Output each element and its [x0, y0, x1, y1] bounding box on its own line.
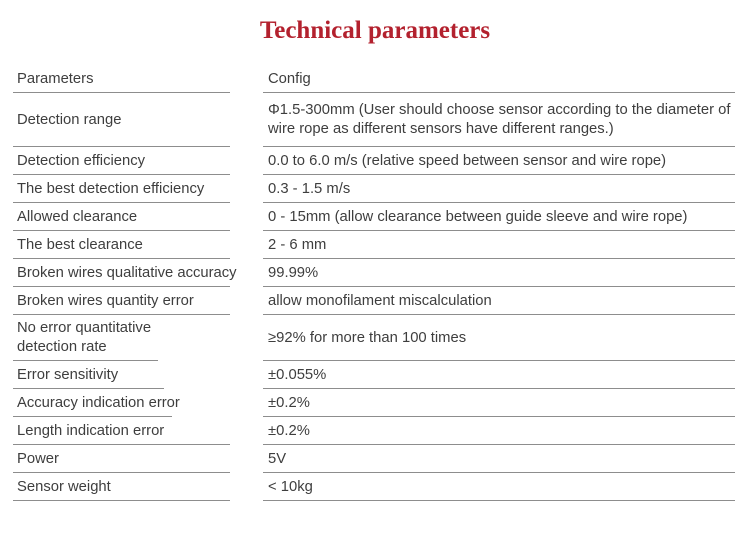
parameter-cell: The best detection efficiency [13, 175, 263, 203]
config-cell: allow monofilament miscalculation [263, 287, 735, 315]
table-row: Detection range Φ1.5-300mm (User should … [13, 93, 735, 147]
config-cell: 99.99% [263, 259, 735, 287]
table-row: Broken wires qualitative accuracy 99.99% [13, 259, 735, 287]
page-title: Technical parameters [259, 17, 491, 44]
parameter-label: Error sensitivity [17, 366, 119, 383]
config-value: allow monofilament miscalculation [268, 292, 492, 309]
table-row: Accuracy indication error ±0.2% [13, 389, 735, 417]
table-row: Detection efficiency 0.0 to 6.0 m/s (rel… [13, 147, 735, 175]
config-cell: ±0.2% [263, 417, 735, 445]
config-cell: ±0.055% [263, 361, 735, 389]
parameter-label: Allowed clearance [17, 208, 138, 225]
parameter-label: Length indication error [17, 422, 165, 439]
table-row: Power 5V [13, 445, 735, 473]
table-header-row: Parameters Config [13, 66, 735, 93]
config-value: 5V [268, 450, 287, 467]
parameter-label: The best detection efficiency [17, 180, 205, 197]
config-value: < 10kg [268, 478, 313, 495]
parameter-label: Broken wires qualitative accuracy [17, 264, 237, 281]
config-value: ±0.2% [268, 394, 310, 411]
parameter-cell: Allowed clearance [13, 203, 263, 231]
parameter-label: No error quantitative detection rate [17, 320, 152, 355]
config-cell: 0.0 to 6.0 m/s (relative speed between s… [263, 147, 735, 175]
parameter-cell: Detection efficiency [13, 147, 263, 175]
table-row: Allowed clearance 0 - 15mm (allow cleara… [13, 203, 735, 231]
config-value: 0.0 to 6.0 m/s (relative speed between s… [268, 152, 667, 169]
config-value: 0 - 15mm (allow clearance between guide … [268, 208, 688, 225]
parameter-label: Detection range [17, 111, 122, 128]
parameter-cell: Power [13, 445, 263, 473]
config-value: ±0.055% [268, 366, 327, 383]
header-config-label: Config [268, 71, 311, 87]
config-cell: 0.3 - 1.5 m/s [263, 175, 735, 203]
parameter-label: Power [17, 450, 59, 467]
config-cell: 0 - 15mm (allow clearance between guide … [263, 203, 735, 231]
config-cell: Φ1.5-300mm (User should choose sensor ac… [263, 93, 735, 147]
config-value: ±0.2% [268, 422, 310, 439]
table-row: Broken wires quantity error allow monofi… [13, 287, 735, 315]
config-value: 99.99% [268, 264, 319, 281]
table-row: Sensor weight < 10kg [13, 473, 735, 501]
config-value: 0.3 - 1.5 m/s [268, 180, 351, 197]
parameter-label: Sensor weight [17, 478, 111, 495]
parameter-cell: Sensor weight [13, 473, 263, 501]
parameter-cell: Detection range [13, 93, 263, 147]
header-parameters-label: Parameters [17, 71, 94, 87]
parameter-cell: No error quantitative detection rate [13, 315, 263, 361]
table-body: Detection range Φ1.5-300mm (User should … [13, 93, 735, 501]
config-cell: ±0.2% [263, 389, 735, 417]
table-row: The best clearance 2 - 6 mm [13, 231, 735, 259]
parameter-cell: Length indication error [13, 417, 263, 445]
technical-parameters-table: Parameters Config Detection range Φ1.5-3… [13, 66, 735, 501]
table-row: Error sensitivity ±0.055% [13, 361, 735, 389]
parameter-cell: Broken wires qualitative accuracy [13, 259, 263, 287]
config-cell: 5V [263, 445, 735, 473]
parameter-label: Accuracy indication error [17, 394, 180, 411]
parameter-cell: Broken wires quantity error [13, 287, 263, 315]
page: Technical parameters Parameters Config D… [0, 16, 750, 501]
parameter-label: The best clearance [17, 236, 143, 253]
config-cell: ≥92% for more than 100 times [263, 315, 735, 361]
header-parameters-cell: Parameters [13, 66, 263, 93]
config-cell: < 10kg [263, 473, 735, 501]
config-value: ≥92% for more than 100 times [268, 329, 467, 346]
table-row: The best detection efficiency 0.3 - 1.5 … [13, 175, 735, 203]
table-row: Length indication error ±0.2% [13, 417, 735, 445]
parameter-cell: Error sensitivity [13, 361, 263, 389]
table-row: No error quantitative detection rate ≥92… [13, 315, 735, 361]
parameter-cell: The best clearance [13, 231, 263, 259]
header-config-cell: Config [263, 66, 735, 93]
config-cell: 2 - 6 mm [263, 231, 735, 259]
parameter-label: Broken wires quantity error [17, 292, 194, 309]
parameter-cell: Accuracy indication error [13, 389, 263, 417]
parameter-label: Detection efficiency [17, 152, 146, 169]
config-value: 2 - 6 mm [268, 236, 327, 253]
config-value: Φ1.5-300mm (User should choose sensor ac… [268, 102, 731, 137]
